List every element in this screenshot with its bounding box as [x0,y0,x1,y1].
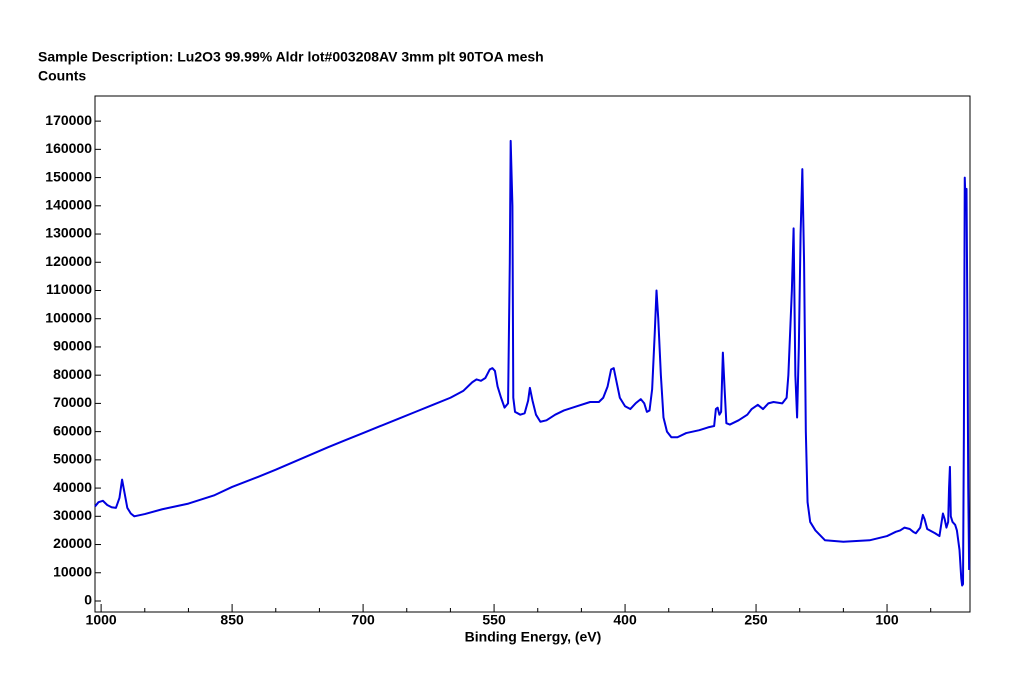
y-tick-label: 110000 [46,281,92,297]
x-tick-label: 400 [613,612,637,628]
y-tick-label: 60000 [53,422,92,438]
x-tick-label: 550 [482,612,506,628]
y-tick-label: 120000 [45,253,92,269]
y-tick-label: 150000 [45,168,92,184]
y-axis-title: Counts [38,68,86,84]
spectrum-line [94,139,971,587]
y-tick-label: 160000 [45,140,92,156]
y-tick-label: 40000 [53,479,92,495]
y-tick-label: 140000 [45,197,92,213]
x-tick-label: 1000 [86,612,117,628]
y-tick-label: 90000 [53,338,92,354]
y-tick-label: 170000 [45,112,92,128]
x-axis-title: Binding Energy, (eV) [465,629,602,645]
x-tick-label: 700 [351,612,375,628]
plot-frame [94,95,971,613]
chart-title: Sample Description: Lu2O3 99.99% Aldr lo… [38,49,544,65]
y-tick-label: 10000 [53,563,92,579]
y-tick-label: 80000 [53,366,92,382]
y-tick-label: 50000 [53,451,92,467]
y-tick-label: 70000 [53,394,92,410]
x-tick-label: 100 [875,612,899,628]
y-tick-label: 20000 [53,535,92,551]
y-tick-label: 130000 [45,225,92,241]
y-tick-label: 100000 [45,309,92,325]
y-tick-label: 30000 [53,507,92,523]
x-tick-label: 250 [744,612,768,628]
y-tick-label: 0 [84,592,92,608]
x-tick-label: 850 [220,612,244,628]
